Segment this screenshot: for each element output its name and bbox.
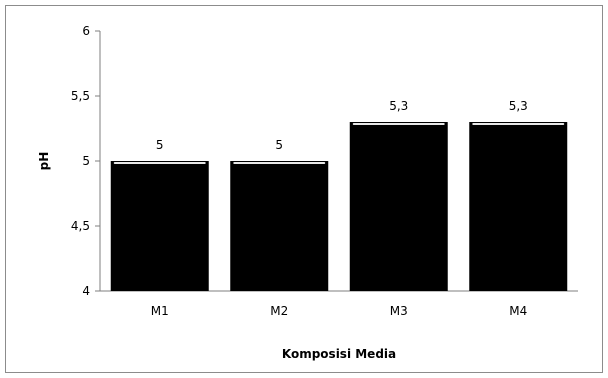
x-tick-label: M1 (151, 304, 169, 318)
y-tick-label: 4 (82, 284, 90, 298)
x-tick-label: M3 (390, 304, 408, 318)
bar-highlight (233, 162, 326, 164)
x-axis: M1 M2 M3 M4 (100, 290, 578, 318)
data-label: 5 (156, 138, 164, 152)
bar-highlight (113, 162, 206, 164)
y-axis-title: pH (37, 152, 51, 171)
data-label: 5 (275, 138, 283, 152)
bar (349, 122, 448, 291)
bar (469, 122, 568, 291)
data-labels-group: 5 5 5,3 5,3 (156, 99, 528, 152)
bar (230, 161, 329, 291)
x-axis-title: Komposisi Media (282, 347, 396, 361)
bar-highlight (352, 123, 445, 125)
x-tick-label: M2 (270, 304, 288, 318)
data-label: 5,3 (509, 99, 528, 113)
y-tick-label: 6 (82, 24, 90, 38)
x-tick-label: M4 (509, 304, 527, 318)
y-axis: 4 4,5 5 5,5 6 (71, 24, 101, 298)
y-tick-label: 5,5 (71, 89, 90, 103)
data-label: 5,3 (389, 99, 408, 113)
bars-group (110, 122, 568, 291)
bar (110, 161, 209, 291)
y-tick-label: 5 (82, 154, 90, 168)
bar-highlight (472, 123, 565, 125)
y-tick-label: 4,5 (71, 219, 90, 233)
